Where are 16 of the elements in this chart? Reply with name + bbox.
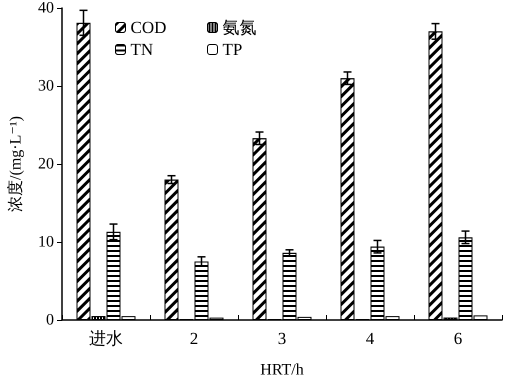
y-axis-title: 浓度/(mg·L⁻¹) — [6, 116, 24, 212]
legend-label: TP — [222, 40, 242, 59]
y-tick-label: 10 — [38, 234, 54, 250]
x-tick-label: 2 — [190, 329, 198, 348]
x-tick-label: 进水 — [89, 329, 123, 348]
legend-label: COD — [130, 18, 166, 37]
y-tick-label: 20 — [38, 156, 54, 172]
legend-label: TN — [130, 40, 154, 59]
x-axis-title: HRT/h — [260, 362, 304, 378]
legend-label: 氨氮 — [222, 18, 256, 37]
y-tick-label: 40 — [38, 0, 54, 16]
y-tick-label: 30 — [38, 78, 54, 94]
y-tick-label: 0 — [46, 312, 54, 328]
x-tick-label: 3 — [278, 329, 286, 348]
x-tick-label: 6 — [454, 329, 462, 348]
x-tick-label: 4 — [366, 329, 375, 348]
